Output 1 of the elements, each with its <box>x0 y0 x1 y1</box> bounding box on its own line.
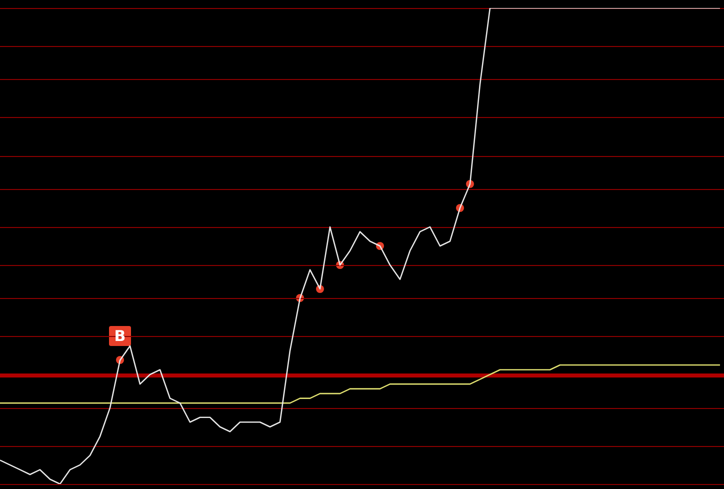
annotation: B <box>114 327 126 346</box>
